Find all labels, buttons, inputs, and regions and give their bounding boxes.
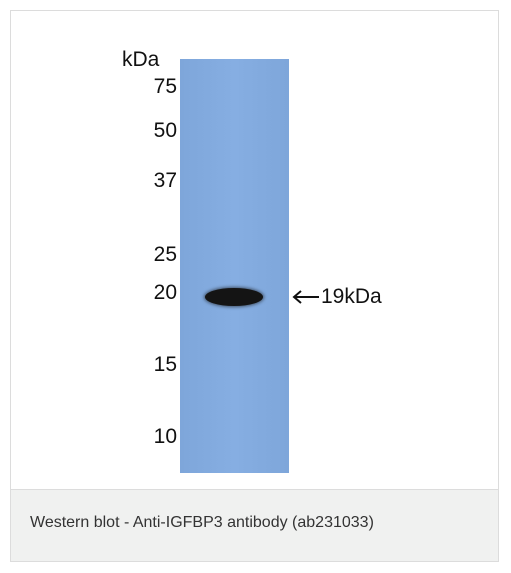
figure-caption: Western blot - Anti-IGFBP3 antibody (ab2… [11,490,498,561]
marker-label: 15 [153,353,177,376]
marker-label: 20 [153,281,177,304]
marker-label: 75 [153,75,177,98]
band-size-label: 19kDa [321,285,382,308]
marker-label: 50 [153,119,177,142]
marker-label: 37 [153,169,177,192]
caption-text: Western blot - Anti-IGFBP3 antibody (ab2… [30,514,374,531]
western-blot-image: kDa 75 50 37 25 20 15 10 19kDa [11,11,498,490]
band-annotation: 19kDa [292,285,382,309]
marker-label: 10 [153,425,177,448]
unit-header: kDa [122,48,160,71]
left-arrow-icon [292,290,319,304]
blot-lane [180,59,289,473]
protein-band [205,288,263,306]
marker-label: 25 [153,243,177,266]
figure-frame: kDa 75 50 37 25 20 15 10 19kDa Western b… [10,10,499,562]
